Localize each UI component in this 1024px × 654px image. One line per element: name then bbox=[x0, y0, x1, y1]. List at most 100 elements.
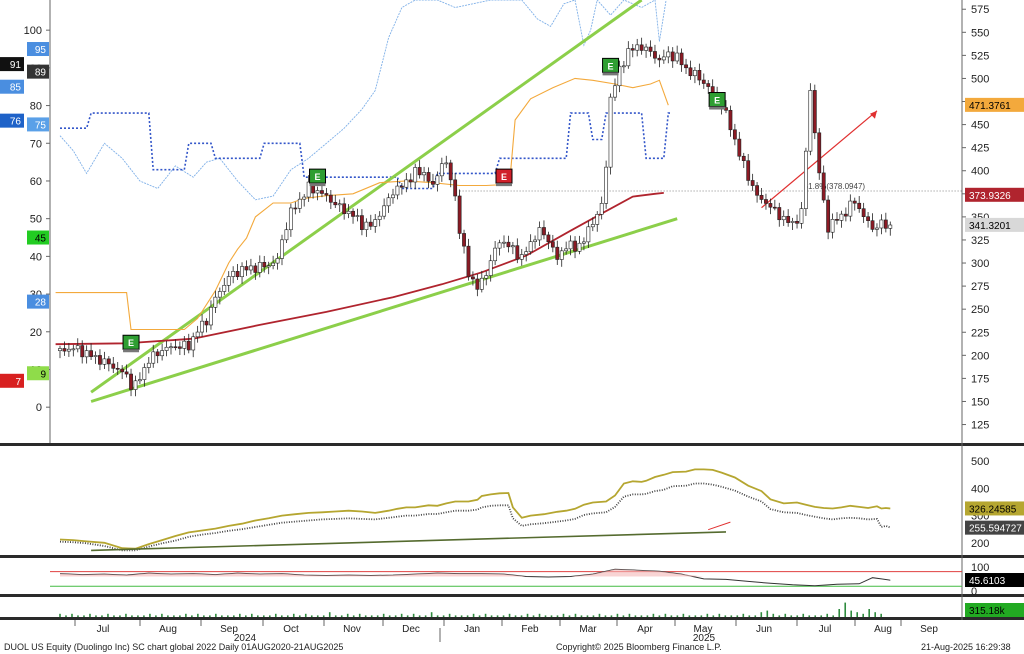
x-axis-year-label: 2024 bbox=[234, 633, 257, 644]
volume-bar bbox=[107, 613, 109, 617]
left-axis-tick-label: 80 bbox=[30, 101, 42, 113]
earnings-marker-base bbox=[709, 106, 726, 110]
volume-bar bbox=[460, 615, 463, 617]
earnings-marker-label: E bbox=[714, 96, 720, 106]
candle-body bbox=[750, 180, 755, 186]
volume-bar bbox=[245, 615, 247, 617]
earnings-marker-label: E bbox=[501, 172, 507, 182]
volume-bar bbox=[442, 615, 445, 617]
volume-bar bbox=[161, 613, 163, 617]
left-axis-tick-label: 0 bbox=[36, 402, 42, 414]
candle-body bbox=[75, 345, 80, 350]
candle-body bbox=[328, 194, 333, 203]
candle-body bbox=[382, 205, 387, 217]
x-axis-month-label: Sep bbox=[220, 624, 238, 635]
volume-bar bbox=[436, 615, 439, 617]
candle-body bbox=[550, 241, 555, 248]
volume-bar bbox=[346, 613, 349, 617]
volume-bar bbox=[754, 615, 757, 617]
candle-body bbox=[888, 224, 893, 229]
candle-body bbox=[435, 175, 440, 185]
volume-bar bbox=[562, 613, 565, 617]
oscillator-tag bbox=[965, 501, 1024, 516]
earnings-marker-label: E bbox=[128, 338, 134, 348]
left-axis-tag bbox=[0, 373, 24, 388]
annotation-arrow-head bbox=[869, 110, 877, 119]
x-axis-month-label: Nov bbox=[343, 624, 361, 635]
candle-body bbox=[58, 348, 62, 352]
candle-body bbox=[80, 345, 85, 358]
left-axis-tag-label: 7 bbox=[15, 377, 21, 388]
candle-body bbox=[413, 167, 418, 183]
volume-bar bbox=[251, 613, 253, 617]
momentum-overbought-fill bbox=[60, 569, 891, 577]
volume-bar bbox=[586, 615, 589, 617]
candle-body bbox=[604, 166, 609, 204]
volume-bar bbox=[131, 615, 133, 617]
candle-body bbox=[271, 262, 276, 266]
volume-bar bbox=[185, 613, 187, 617]
left-axis-tick-label: 100 bbox=[24, 25, 42, 37]
candle-body bbox=[839, 213, 844, 221]
candle-body bbox=[799, 208, 804, 224]
x-axis-month-label: Oct bbox=[283, 624, 299, 635]
volume-bar bbox=[352, 615, 355, 617]
volume-bar bbox=[268, 615, 271, 617]
left-axis-tag-label: 85 bbox=[10, 83, 22, 94]
left-axis-tag-label: 89 bbox=[35, 68, 47, 79]
earnings-marker-label: E bbox=[315, 172, 321, 182]
volume-bar bbox=[322, 615, 325, 617]
candle-body bbox=[66, 348, 71, 352]
candle-body bbox=[488, 260, 493, 276]
volume-bar bbox=[718, 613, 721, 617]
volume-bar bbox=[526, 613, 529, 617]
volume-tag-label: 315.18k bbox=[969, 606, 1006, 617]
oscillator-tag-label: 255.594727 bbox=[969, 524, 1022, 535]
volume-bar bbox=[856, 612, 859, 617]
candle-body bbox=[697, 70, 702, 81]
volume-bar bbox=[257, 615, 259, 617]
volume-bar bbox=[580, 615, 583, 617]
candle-body bbox=[253, 265, 258, 273]
volume-bar bbox=[143, 615, 145, 617]
candle-body bbox=[120, 368, 125, 373]
right-axis-tick-label: 150 bbox=[971, 396, 989, 408]
volume-bar bbox=[592, 615, 595, 617]
volume-bar bbox=[316, 615, 319, 617]
volume-bar bbox=[736, 615, 739, 617]
candle-body bbox=[288, 207, 293, 231]
volume-bar bbox=[292, 613, 295, 617]
volume-bar bbox=[274, 613, 277, 617]
volume-bar bbox=[83, 615, 85, 617]
candle-body bbox=[582, 241, 586, 244]
candle-body bbox=[417, 167, 422, 176]
oscillator-dotted-line bbox=[59, 482, 891, 552]
candle-body bbox=[826, 199, 831, 233]
volume-bar bbox=[424, 615, 427, 617]
candle-body bbox=[857, 202, 862, 210]
volume-bar bbox=[280, 615, 283, 617]
volume-bar bbox=[682, 613, 685, 617]
candle-body bbox=[502, 241, 506, 244]
volume-bar bbox=[832, 615, 835, 617]
oscillator-tag bbox=[965, 520, 1024, 535]
candle-body bbox=[386, 197, 391, 207]
candle-body bbox=[497, 242, 502, 249]
right-axis-tick-label: 550 bbox=[971, 27, 989, 39]
volume-bar bbox=[556, 615, 559, 617]
volume-bar bbox=[706, 613, 709, 617]
volume-bar bbox=[808, 615, 811, 617]
candle-body bbox=[373, 219, 378, 227]
candle-body bbox=[62, 348, 67, 352]
volume-bar bbox=[137, 615, 139, 617]
candle-body bbox=[293, 207, 298, 210]
candle-body bbox=[217, 291, 222, 298]
volume-bar bbox=[778, 615, 781, 617]
right-axis-tick-label: 250 bbox=[971, 304, 989, 316]
volume-bar bbox=[478, 615, 481, 617]
volume-bar bbox=[574, 613, 577, 617]
candle-body bbox=[209, 307, 213, 326]
footer-copyright: Copyright© 2025 Bloomberg Finance L.P. bbox=[556, 642, 722, 652]
earnings-marker-base bbox=[496, 183, 512, 187]
candle-body bbox=[768, 203, 773, 208]
